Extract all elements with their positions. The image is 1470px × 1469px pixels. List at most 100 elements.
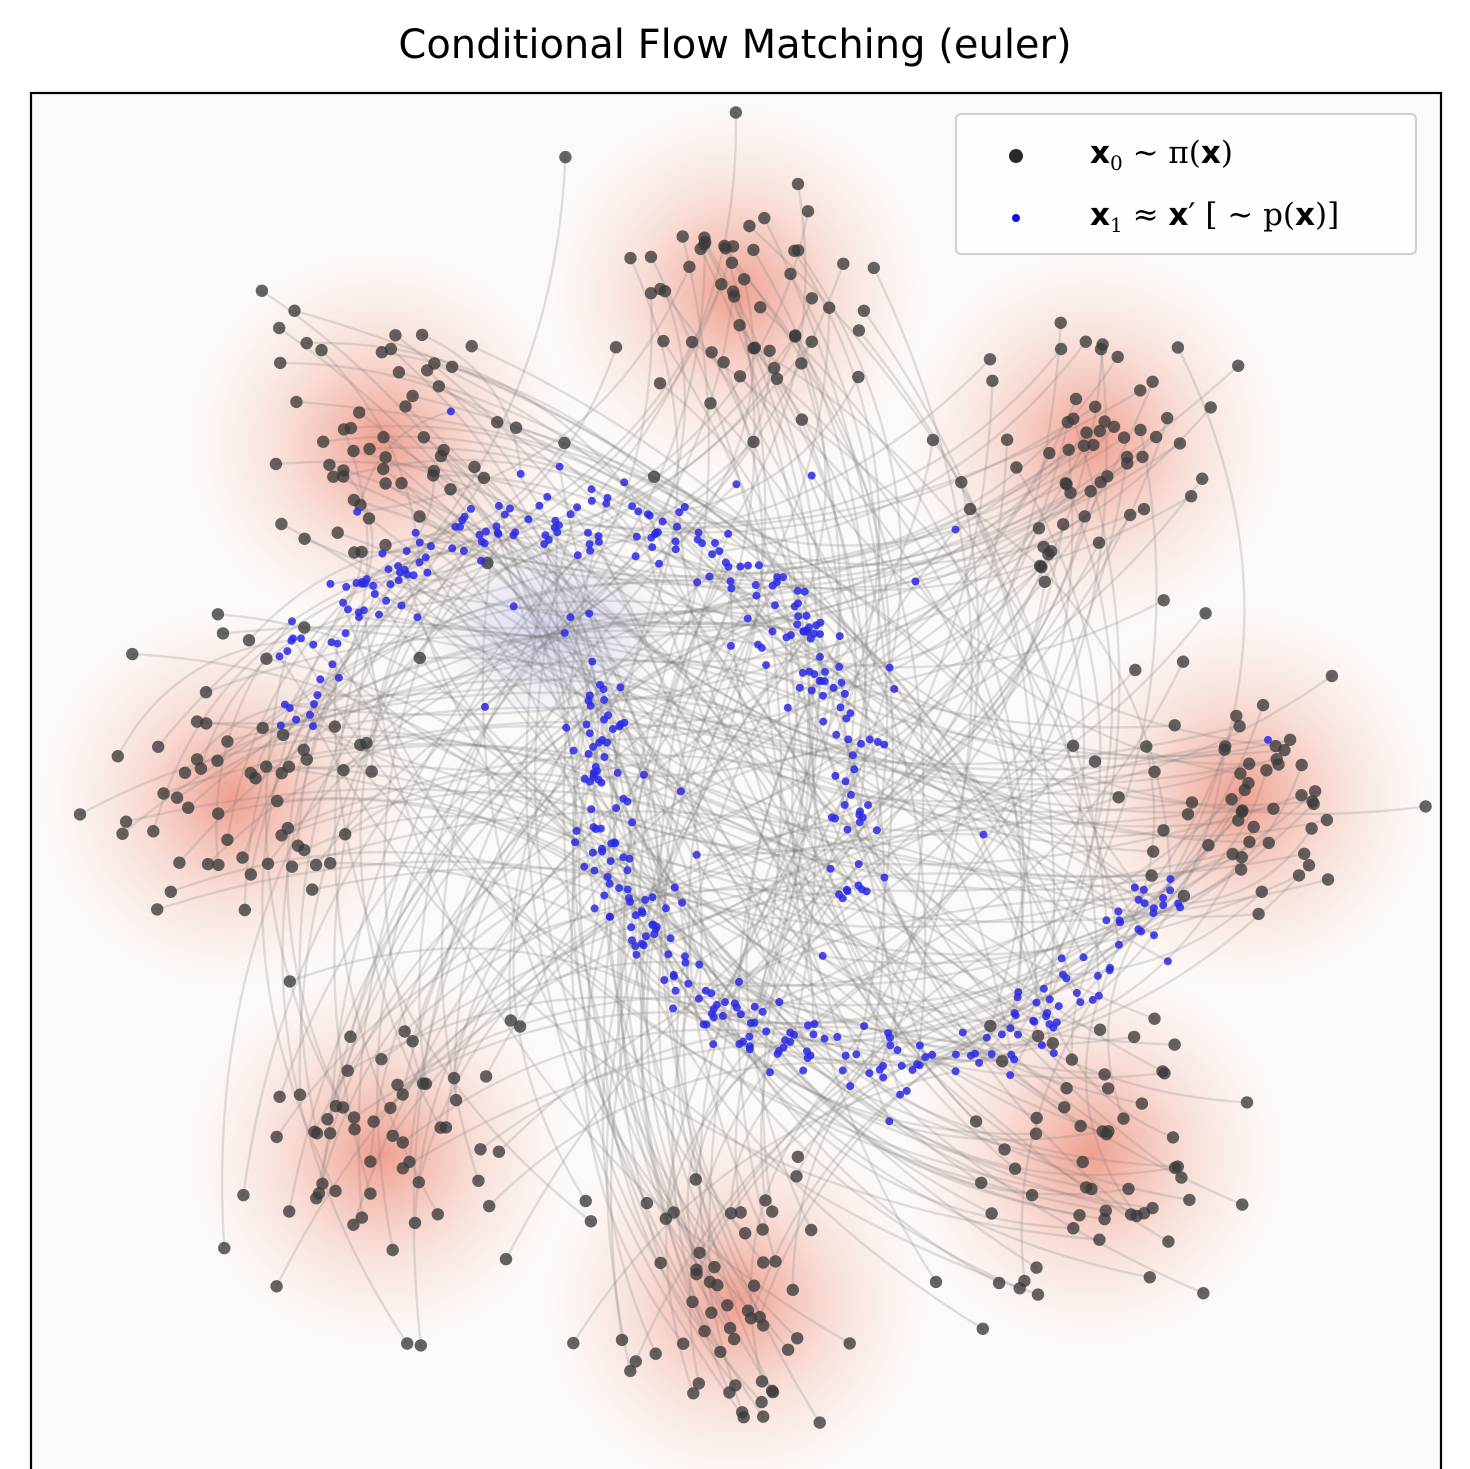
target-point <box>795 683 804 692</box>
target-point <box>339 598 348 607</box>
target-point <box>352 579 361 587</box>
trajectory <box>330 641 1107 1212</box>
target-point <box>584 528 592 537</box>
trajectory <box>598 683 1190 825</box>
trajectory <box>417 898 647 1184</box>
source-point <box>367 1115 380 1128</box>
trajectory <box>361 334 797 586</box>
source-point <box>216 627 230 640</box>
target-point <box>582 720 591 729</box>
source-point <box>1260 764 1273 777</box>
source-point <box>790 1170 803 1183</box>
trajectory <box>806 448 1074 1027</box>
trajectory <box>315 806 618 1200</box>
target-point <box>841 1051 850 1060</box>
trajectory <box>226 515 466 841</box>
trajectory <box>695 1033 1004 1276</box>
source-point <box>1181 808 1195 821</box>
trajectory <box>195 720 908 1093</box>
trajectory <box>397 579 1153 879</box>
source-point <box>744 1312 758 1325</box>
source-point <box>654 282 667 296</box>
source-point <box>692 1377 705 1390</box>
source-point <box>391 1078 404 1092</box>
target-point <box>835 890 844 899</box>
source-point <box>398 1025 411 1038</box>
source-point <box>1099 1204 1113 1218</box>
target-point <box>386 580 395 589</box>
target-point <box>799 627 808 636</box>
trajectory <box>279 262 845 727</box>
source-point <box>1143 1271 1157 1284</box>
source-point <box>360 736 373 750</box>
trajectory <box>678 511 1068 1090</box>
trajectory <box>771 406 1212 590</box>
target-point <box>306 710 314 719</box>
trajectory <box>789 1031 1177 1177</box>
trajectory <box>619 686 1144 1105</box>
source-point <box>1117 1112 1130 1125</box>
trajectory <box>264 649 356 1131</box>
source-point <box>1098 1068 1111 1081</box>
source-point <box>1283 733 1297 746</box>
source-point <box>769 1255 782 1268</box>
source-point <box>1073 1209 1086 1222</box>
source-point <box>1065 1053 1079 1066</box>
target-point <box>600 753 609 761</box>
trajectory <box>593 306 831 776</box>
trajectory <box>606 714 1034 1197</box>
source-point <box>756 1223 769 1236</box>
trajectory <box>571 694 706 1333</box>
source-point <box>1093 1233 1106 1246</box>
source-point <box>1302 859 1316 872</box>
source-point <box>725 256 739 269</box>
target-point <box>768 627 777 636</box>
target-point <box>921 1053 930 1062</box>
trajectory <box>312 550 363 646</box>
target-point <box>587 805 596 814</box>
source-point <box>403 1155 416 1169</box>
source-point <box>1419 800 1432 813</box>
target-point <box>1176 903 1185 912</box>
trajectory <box>454 723 622 1102</box>
target-point <box>783 703 792 712</box>
source-point <box>729 106 742 119</box>
target-point <box>620 478 629 487</box>
target-point <box>316 675 325 684</box>
trajectory <box>418 656 1082 1004</box>
target-point <box>951 1050 960 1059</box>
source-point <box>275 517 288 531</box>
source-point <box>472 1174 485 1188</box>
source-point <box>714 1345 727 1359</box>
target-point <box>587 485 596 494</box>
target-point <box>370 590 379 598</box>
trajectory <box>729 1069 805 1215</box>
trajectory <box>630 773 765 1264</box>
trajectory <box>544 475 1109 575</box>
trajectory <box>329 476 486 586</box>
source-point <box>1032 522 1046 535</box>
source-point <box>649 1347 662 1360</box>
trajectory <box>861 416 1169 819</box>
trajectory <box>605 621 822 1373</box>
target-point <box>751 581 760 589</box>
source-point <box>837 257 850 270</box>
legend-entry-x0: x0 ~ π(x) <box>957 133 1415 183</box>
source-point <box>347 1218 360 1232</box>
target-point <box>354 608 363 617</box>
trajectory <box>216 613 577 844</box>
source-point <box>355 1211 369 1224</box>
target-point <box>730 999 739 1008</box>
target-point <box>982 1033 991 1042</box>
target-point <box>505 504 514 513</box>
source-point <box>795 357 808 370</box>
source-point <box>337 764 350 777</box>
target-point <box>880 740 889 749</box>
target-point <box>661 904 670 913</box>
trajectory <box>616 565 730 1265</box>
target-point <box>1264 735 1272 744</box>
target-point <box>596 824 605 833</box>
trajectory <box>481 525 675 1214</box>
trajectory <box>712 362 842 1011</box>
target-point <box>571 838 580 847</box>
